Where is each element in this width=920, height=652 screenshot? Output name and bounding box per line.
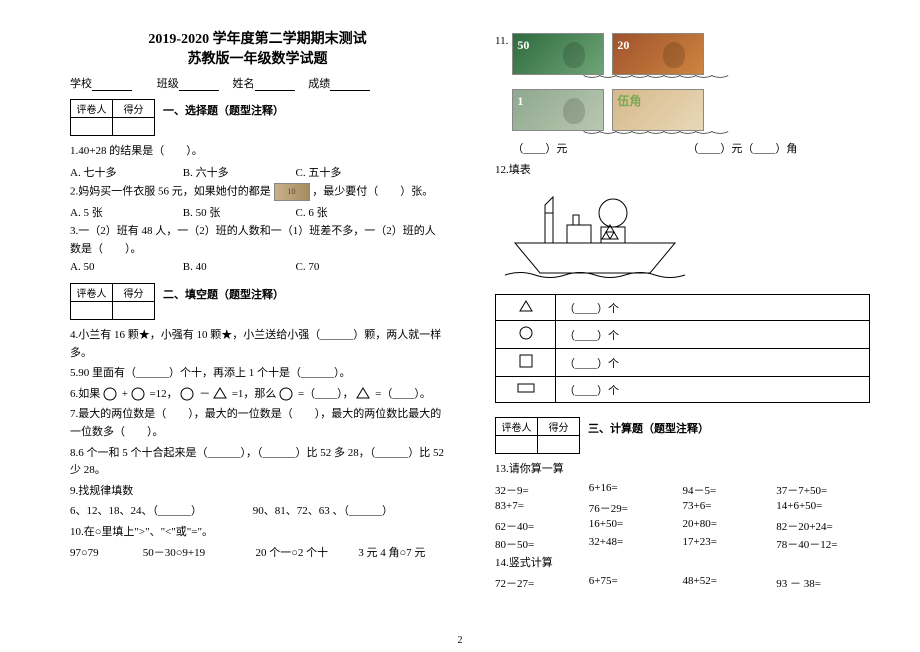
rect-count[interactable]: （____）个 [556, 377, 870, 403]
q5: 5.90 里面有（______）个十，再添上 1 个十是（______）。 [70, 365, 445, 383]
score-label: 成绩 [308, 78, 330, 90]
q9-line: 6、12、18、24、（______） 90、81、72、63 、（______… [70, 503, 445, 521]
school-blank[interactable] [92, 79, 132, 91]
q2-opt-c[interactable]: C. 6 张 [296, 204, 406, 220]
triangle-count[interactable]: （____）个 [556, 295, 870, 321]
bill-5jiao-icon: 伍角 [612, 89, 704, 131]
q11-blank-1[interactable]: （____）元 [512, 141, 567, 159]
circle-icon [180, 387, 196, 401]
grader-cell[interactable] [71, 118, 113, 136]
brace-icon: ︶︶︶︶︶︶︶︶︶ [512, 78, 797, 83]
q8: 8.6 个一和 5 个十合起来是（______），（______）比 52 多 … [70, 445, 445, 480]
q1-opt-a[interactable]: A. 七十多 [70, 164, 180, 180]
score-blank[interactable] [330, 79, 370, 91]
title-line-1: 2019-2020 学年度第二学期期末测试 [70, 30, 445, 50]
rectangle-icon [496, 377, 556, 403]
q10-title: 10.在○里填上">"、"<"或"="。 [70, 524, 445, 542]
q13-title: 13.请你算一算 [495, 461, 870, 479]
brace-icon: ︶︶︶︶︶︶︶︶︶ [512, 134, 797, 139]
money-10yuan-icon: 10 [274, 183, 310, 201]
score-table-2: 评卷人得分 [70, 283, 155, 320]
q2-opt-b[interactable]: B. 50 张 [183, 204, 293, 220]
circle-icon [103, 387, 119, 401]
q12-title: 12.填表 [495, 162, 870, 180]
square-icon [496, 349, 556, 377]
q11-blank-2[interactable]: （____）元（____）角 [687, 141, 797, 159]
triangle-icon [496, 295, 556, 321]
bill-50-icon: 50 [512, 33, 604, 75]
section-1-title: 一、选择题（题型注释） [163, 105, 284, 117]
class-blank[interactable] [179, 79, 219, 91]
section-3-title: 三、计算题（题型注释） [588, 423, 709, 435]
name-blank[interactable] [255, 79, 295, 91]
student-info: 学校 班级 姓名 成绩 [70, 75, 445, 91]
q3-opt-a[interactable]: A. 50 [70, 261, 180, 273]
q3-stem: 3.一（2）班有 48 人，一（2）班的人数和一（1）班差不多，一（2）班的人数… [70, 223, 445, 258]
page-number: 2 [458, 635, 463, 646]
triangle-icon [213, 387, 229, 401]
triangle-icon [356, 387, 372, 401]
q2-stem: 2.妈妈买一件衣服 56 元，如果她付的都是 10 ，最少要付（ ）张。 [70, 183, 445, 201]
q6: 6.如果 + =12， － =1，那么 =（____）， =（____）。 [70, 386, 445, 404]
bill-20-icon: 20 [612, 33, 704, 75]
name-label: 姓名 [233, 78, 255, 90]
q1-stem: 1.40+28 的结果是（ ）。 [70, 143, 445, 161]
section-2-title: 二、填空题（题型注释） [163, 289, 284, 301]
q7: 7.最大的两位数是（ ），最大的一位数是（ ），最大的两位数比最大的一位数多（ … [70, 406, 445, 441]
circle-icon [131, 387, 147, 401]
q3-opt-b[interactable]: B. 40 [183, 261, 293, 273]
q11: 11. 50 20 ︶︶︶︶︶︶︶︶︶ 1 伍角 ︶︶︶︶︶︶︶︶︶ （____… [495, 33, 870, 159]
q10-items: 97○79 50－30○9+19 20 个一○2 个十 3 元 4 角○7 元 [70, 545, 445, 563]
boat-figure [495, 185, 870, 288]
score-cell[interactable] [113, 118, 155, 136]
score-table-3: 评卷人得分 [495, 417, 580, 454]
circle-icon [496, 321, 556, 349]
circle-icon [279, 387, 295, 401]
circle-count[interactable]: （____）个 [556, 321, 870, 349]
title-line-2: 苏教版一年级数学试题 [70, 50, 445, 70]
q1-opt-c[interactable]: C. 五十多 [296, 164, 406, 180]
score-table-1: 评卷人得分 [70, 99, 155, 136]
square-count[interactable]: （____）个 [556, 349, 870, 377]
grader-header: 评卷人 [71, 100, 113, 118]
q13-grid: 32－9=6+16=94－5=37－7+50= 83+7=76－29=73+6=… [495, 482, 870, 552]
score-header: 得分 [113, 100, 155, 118]
q14-title: 14.竖式计算 [495, 555, 870, 573]
bill-1-icon: 1 [512, 89, 604, 131]
q2-opt-a[interactable]: A. 5 张 [70, 204, 180, 220]
class-label: 班级 [157, 78, 179, 90]
q1-opt-b[interactable]: B. 六十多 [183, 164, 293, 180]
q9-title: 9.找规律填数 [70, 483, 445, 501]
shape-count-table: （____）个 （____）个 （____）个 （____）个 [495, 294, 870, 403]
school-label: 学校 [70, 78, 92, 90]
q14-row: 72－27=6+75=48+52=93 － 38= [495, 575, 870, 591]
q4: 4.小兰有 16 颗★，小强有 10 颗★，小兰送给小强（______）颗，两人… [70, 327, 445, 362]
q3-opt-c[interactable]: C. 70 [296, 261, 406, 273]
